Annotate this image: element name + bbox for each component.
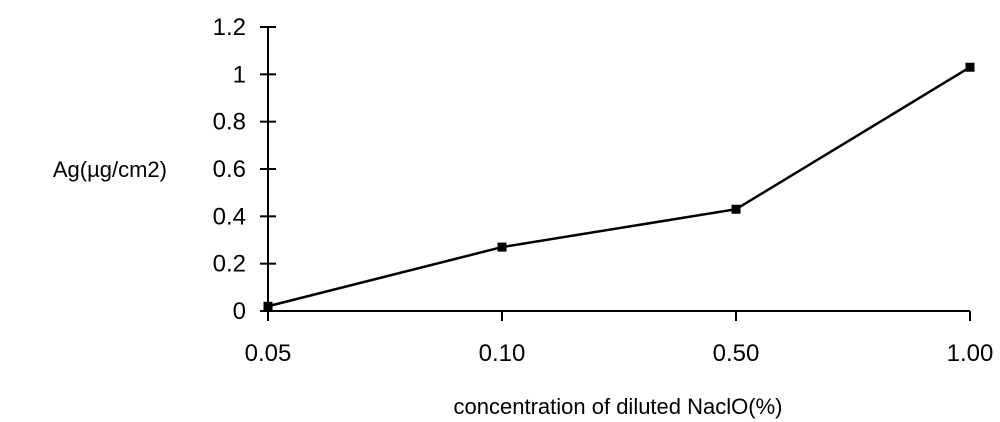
x-tick-label: 0.05	[245, 340, 292, 367]
y-tick-label: 0.4	[213, 203, 246, 230]
data-point-marker	[731, 204, 741, 214]
y-tick-label: 0	[233, 298, 246, 325]
series-layer	[263, 62, 975, 311]
y-tick-label: 0.2	[213, 251, 246, 278]
data-point-marker	[263, 301, 273, 311]
x-axis-ticks: 0.05 0.10 0.50 1.00	[245, 311, 994, 367]
y-tick-label: 1.2	[213, 14, 246, 41]
data-point-marker	[965, 62, 975, 72]
y-tick-label: 0.6	[213, 156, 246, 183]
data-point-marker	[497, 242, 507, 252]
series-line	[267, 66, 971, 308]
x-tick-label: 0.50	[713, 340, 760, 367]
y-axis-title: Ag(µg/cm2)	[53, 157, 167, 182]
x-tick-label: 0.10	[479, 340, 526, 367]
x-tick-label: 1.00	[947, 340, 994, 367]
y-tick-label: 0.8	[213, 109, 246, 136]
x-axis-title: concentration of diluted NaclO(%)	[454, 394, 783, 419]
y-tick-label: 1	[233, 61, 246, 88]
y-axis-ticks: 0 0.2 0.4 0.6 0.8 1 1.2	[213, 14, 276, 325]
